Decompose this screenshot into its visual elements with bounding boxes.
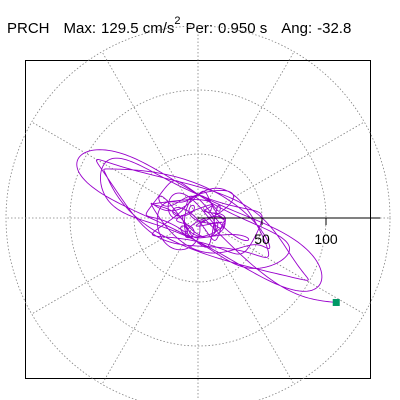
angle-label: Ang: [281, 20, 313, 37]
angle-value: -32.8 [317, 20, 352, 37]
grid-spoke-12 [197, 217, 365, 315]
radial-axis: 50 100 [198, 217, 381, 247]
max-value: 129.5 cm/s [101, 20, 175, 37]
grid-spoke-8 [31, 217, 199, 315]
grid-spoke-11 [197, 217, 295, 385]
period-label: Per: [185, 20, 214, 37]
orbit-trace-line [76, 149, 337, 303]
polar-grid [5, 25, 391, 400]
radial-tick-label-100: 100 [314, 231, 338, 247]
grid-spoke-6 [31, 121, 199, 219]
grid-spoke-5 [101, 51, 199, 219]
grid-spoke-9 [101, 217, 199, 385]
max-unit-exponent: 2 [174, 15, 181, 27]
grid-spoke-2 [197, 121, 365, 219]
grid-ring-3 [5, 25, 391, 400]
radial-tick-label-50: 50 [254, 231, 270, 247]
chart-title: PRCH Max: 129.5 cm/s2 Per: 0.950 s Ang: -32.8 [7, 16, 352, 37]
grid-spoke-3 [197, 51, 295, 219]
particle-motion-trace [76, 149, 340, 306]
trace-end-marker [332, 298, 340, 306]
max-label: Max: [63, 20, 97, 37]
period-value: 0.950 s [218, 20, 268, 37]
station-code: PRCH [7, 20, 50, 37]
